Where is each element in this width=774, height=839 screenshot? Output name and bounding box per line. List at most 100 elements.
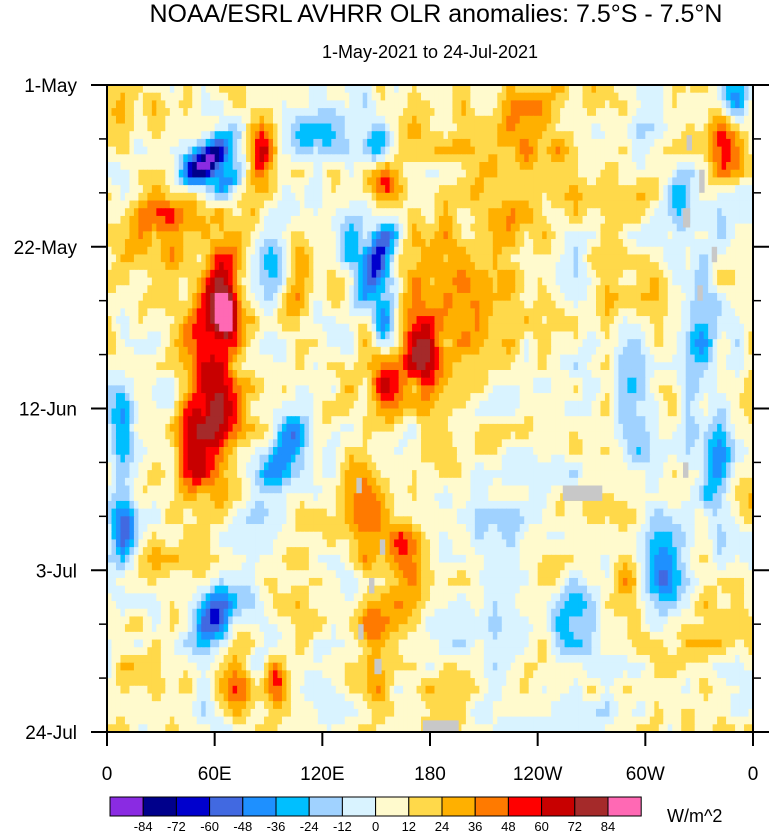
heat-cell (286, 200, 292, 209)
heat-cell (115, 262, 122, 271)
heat-cell (465, 300, 471, 309)
heat-cell (151, 292, 157, 302)
heat-cell (721, 331, 727, 340)
heat-cell (744, 146, 750, 155)
heat-cell (183, 177, 189, 186)
heat-cell (138, 292, 144, 302)
heat-cell (255, 223, 261, 232)
heat-cell (250, 323, 256, 333)
heat-cell (147, 185, 153, 194)
heat-cell (573, 323, 579, 333)
heat-cell (587, 316, 593, 325)
heat-cell (676, 85, 682, 94)
heat-cell (129, 223, 135, 232)
heat-cell (246, 254, 252, 263)
heat-cell (183, 131, 189, 140)
heat-cell (394, 162, 400, 171)
heat-cell (488, 146, 494, 155)
heat-cell (228, 123, 234, 132)
heat-cell (268, 246, 274, 256)
heat-cell (748, 239, 754, 248)
heat-cell (456, 177, 463, 186)
heat-cell (560, 177, 566, 186)
heat-cell (160, 169, 166, 179)
heat-cell (627, 262, 633, 271)
heat-cell (389, 154, 395, 163)
heat-cell (367, 316, 373, 325)
heat-cell (367, 239, 373, 248)
heat-cell (681, 185, 687, 194)
heat-cell (533, 239, 539, 248)
heat-cell (676, 192, 682, 202)
heat-cell (228, 308, 234, 317)
heat-cell (425, 123, 431, 132)
heat-cell (331, 177, 337, 186)
heat-cell (165, 339, 171, 348)
heat-cell (735, 223, 741, 232)
heat-cell (501, 277, 507, 286)
heat-cell (447, 323, 454, 333)
heat-cell (331, 154, 337, 163)
heat-cell (636, 316, 642, 325)
heat-cell (591, 85, 597, 94)
heat-cell (434, 85, 440, 94)
heat-cell (272, 316, 279, 325)
heat-cell (492, 200, 498, 209)
heat-cell (124, 285, 131, 294)
heat-cell (569, 331, 575, 340)
heat-cell (313, 254, 319, 263)
heat-cell (353, 192, 359, 202)
heat-cell (416, 277, 422, 286)
heat-cell (681, 277, 687, 286)
heat-cell (519, 300, 525, 309)
heat-cell (595, 169, 602, 179)
heat-cell (353, 239, 359, 248)
heat-cell (694, 215, 700, 225)
heat-cell (555, 239, 561, 248)
heat-cell (703, 316, 709, 325)
heat-cell (313, 162, 319, 171)
heat-cell (313, 100, 319, 109)
heat-cell (407, 292, 413, 302)
heat-cell (272, 108, 279, 117)
heat-cell (389, 100, 395, 109)
heat-cell (488, 346, 494, 356)
heat-cell (663, 239, 669, 248)
heat-cell (438, 162, 445, 171)
heat-cell (151, 108, 157, 117)
heat-cell (277, 254, 283, 263)
heat-cell (640, 200, 646, 209)
heat-cell (304, 200, 310, 209)
heat-cell (299, 331, 305, 340)
heat-cell (560, 262, 566, 271)
heat-cell (385, 92, 391, 101)
heat-cell (546, 208, 552, 217)
heat-cell (304, 131, 310, 140)
heat-cell (111, 192, 117, 202)
heat-cell (546, 100, 552, 109)
heat-cell (578, 162, 584, 171)
heat-cell (708, 231, 714, 240)
heat-cell (385, 223, 391, 232)
heat-cell (488, 277, 494, 286)
heat-cell (196, 316, 202, 325)
heat-cell (192, 231, 198, 240)
heat-cell (241, 162, 247, 171)
heat-cell (358, 115, 364, 125)
heat-cell (385, 346, 391, 356)
heat-cell (739, 131, 745, 140)
heat-cell (663, 200, 669, 209)
heat-cell (147, 146, 153, 155)
heat-cell (353, 200, 359, 209)
heat-cell (120, 92, 126, 101)
heat-cell (326, 108, 332, 117)
heat-cell (690, 100, 696, 109)
heat-cell (362, 208, 368, 217)
heat-cell (322, 323, 328, 333)
heat-cell (223, 100, 229, 109)
heat-cell (264, 239, 270, 248)
heat-cell (107, 200, 113, 209)
heat-cell (246, 292, 252, 302)
heat-cell (474, 285, 480, 294)
heat-cell (519, 123, 525, 132)
